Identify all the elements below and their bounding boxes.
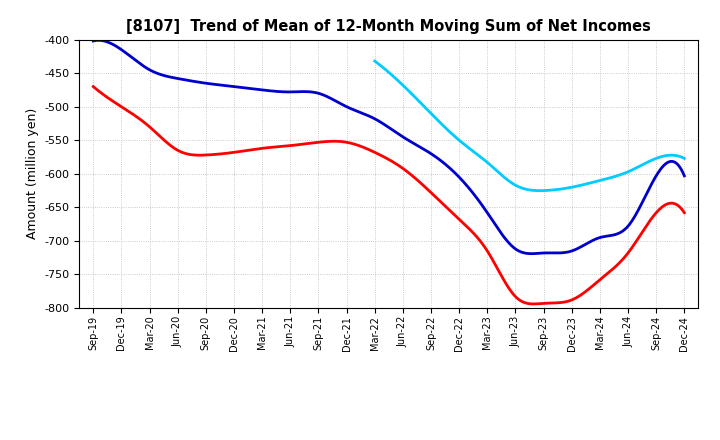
Line: 7 Years: 7 Years (374, 61, 684, 191)
5 Years (680, 173, 688, 179)
Line: 3 Years: 3 Years (94, 87, 684, 304)
Line: 5 Years: 5 Years (94, 40, 684, 254)
7 Years (493, 169, 502, 174)
3 Years (461, 222, 469, 227)
Y-axis label: Amount (million yen): Amount (million yen) (26, 108, 39, 239)
7 Years (536, 188, 544, 193)
3 Years (518, 299, 527, 304)
5 Years (161, 73, 170, 79)
5 Years (528, 251, 536, 257)
3 Years (89, 84, 98, 89)
3 Years (160, 138, 168, 143)
7 Years (680, 156, 688, 161)
3 Years (516, 297, 524, 303)
3 Years (323, 139, 332, 144)
3 Years (680, 210, 688, 215)
7 Years (408, 92, 416, 97)
7 Years (596, 178, 605, 183)
7 Years (472, 150, 480, 156)
3 Years (282, 143, 290, 149)
5 Years (520, 250, 528, 256)
5 Years (89, 38, 98, 44)
7 Years (566, 185, 575, 190)
5 Years (95, 38, 104, 43)
5 Years (325, 95, 333, 100)
3 Years (529, 301, 538, 307)
5 Years (462, 183, 471, 188)
5 Years (283, 89, 292, 95)
7 Years (370, 59, 379, 64)
5 Years (517, 249, 526, 255)
Title: [8107]  Trend of Mean of 12-Month Moving Sum of Net Incomes: [8107] Trend of Mean of 12-Month Moving … (127, 19, 651, 34)
7 Years (595, 178, 603, 183)
